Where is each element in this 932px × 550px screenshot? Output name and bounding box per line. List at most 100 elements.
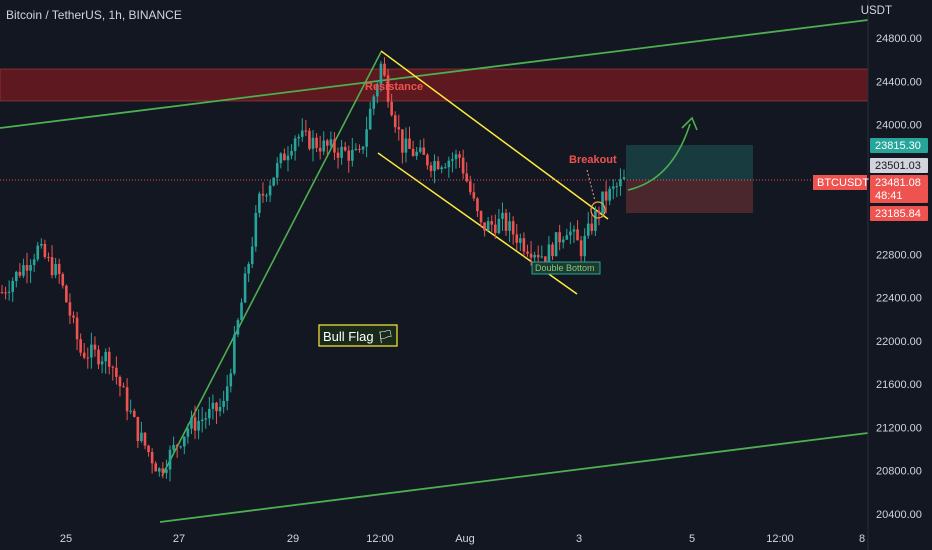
breakout-pointer [586,169,596,202]
double-bottom-box [531,261,601,275]
candle-body [433,161,436,172]
candle-body [250,246,254,265]
candle-body [519,238,522,243]
candle-body [168,449,172,470]
candle-body [325,140,329,146]
currency-unit: USDT [860,5,892,17]
candle-body [161,468,165,473]
candle-body [247,264,250,274]
candle-body [561,239,565,243]
price-tick-label: 24400.00 [876,76,922,88]
candle-body [179,446,183,448]
candle-body [376,84,379,97]
candle-body [68,302,72,316]
time-tick-label: 12:00 [766,533,794,545]
candle-body [508,221,511,231]
channel-upper-line [380,50,609,220]
candle-body [222,400,225,407]
candle-body [11,280,15,292]
candle-body [601,191,604,214]
candle-body [136,416,140,442]
price-tick-label: 22400.00 [876,293,922,305]
price-tick-label: 20800.00 [876,466,922,478]
candle-body [111,366,115,368]
candle-body [115,367,118,377]
candle-body [258,193,261,213]
candle-body [386,75,390,102]
candle-body [358,148,361,150]
candle-body [132,410,136,417]
flagpole-line [161,51,382,477]
candle-body [43,244,47,258]
candle-body [204,418,208,420]
candle-body [293,138,297,152]
candle-body [347,150,351,161]
candle-body [393,115,397,128]
candle-body [186,428,190,437]
candle-body [336,152,340,158]
double-bottom-label: Double Bottom [535,263,595,273]
time-axis[interactable]: 25 27 29 12:00 Aug 3 5 12:00 8 [60,533,865,545]
candle-body [79,339,82,353]
price-marker-label: 23501.03 [875,160,921,172]
candle-body [190,417,193,429]
candle-body [129,410,132,412]
candle-body [175,444,179,447]
stop-zone [626,180,753,213]
candle-body [368,108,372,130]
candle-body [404,138,408,153]
candle-body [511,221,515,235]
countdown-label: 48:41 [875,190,903,202]
candle-body [308,130,311,149]
candle-body [22,265,25,276]
candle-body [165,469,168,473]
candle-body [311,137,315,149]
candle-body [572,229,576,232]
candle-body [468,181,472,193]
candle-body [72,315,75,318]
candle-body [122,386,125,388]
candle-body [275,163,279,178]
candle-body [329,139,333,146]
candle-body [458,154,461,158]
candle-body [233,334,236,374]
candle-body [0,292,4,294]
candle-body [415,151,418,156]
resistance-label: Resistance [365,81,423,93]
candle-body [490,221,494,225]
symbol-tag [813,175,867,190]
candle-body [265,195,268,197]
candle-body [208,408,211,419]
candle-body [426,154,429,166]
breakout-circle [590,201,606,219]
candle-body [372,96,376,109]
candle-body [61,273,65,286]
price-tick-label: 21200.00 [876,422,922,434]
candle-body [50,257,54,276]
time-tick-label: 29 [287,533,299,545]
candle-body [522,238,526,252]
candle-body [272,177,275,186]
candle-body [283,153,286,161]
candle-body [243,273,247,303]
candle-body [54,264,57,276]
candle-body [479,211,483,223]
price-tick-label: 22800.00 [876,249,922,261]
upper-trendline [0,19,869,129]
time-tick-label: 5 [689,533,695,545]
candle-body [361,146,365,150]
price-tick-label: 20400.00 [876,509,922,521]
candle-body [25,265,29,271]
candle-body [569,231,572,236]
candle-body [429,165,433,172]
candle-body [465,173,469,182]
candle-body [408,138,411,149]
bull-flag-box [318,324,398,347]
candle-body [451,159,454,161]
candle-body [143,432,147,446]
candle-body [440,167,443,170]
candle-body [97,349,100,365]
time-tick-label: 12:00 [366,533,394,545]
candle-body [504,212,508,231]
